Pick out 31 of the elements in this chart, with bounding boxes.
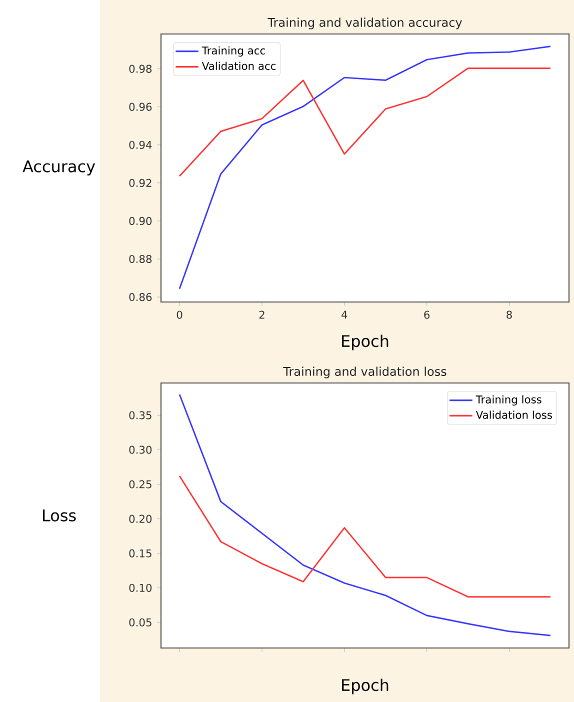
y-tick-label: 0.88 xyxy=(129,254,152,264)
line-series xyxy=(178,46,552,290)
y-axis-title: Loss xyxy=(43,510,76,522)
y-tick-label: 0.10 xyxy=(129,584,152,592)
y-tick-label: 0.25 xyxy=(129,480,152,488)
chart-title: Training and validation loss xyxy=(283,366,446,378)
x-tick-label: 8 xyxy=(506,310,512,319)
x-axis-title: Epoch xyxy=(342,678,388,694)
y-tick-label: 0.92 xyxy=(129,178,152,187)
legend-label: Validation acc xyxy=(202,62,276,70)
y-tick-label: 0.05 xyxy=(129,618,152,626)
legend-label: Training loss xyxy=(476,395,542,406)
y-tick-label: 0.30 xyxy=(129,446,152,454)
y-tick-label: 0.15 xyxy=(129,549,152,558)
y-tick-label: 0.86 xyxy=(129,293,152,302)
y-tick-label: 0.98 xyxy=(129,64,152,73)
chart-title: Training and validation accuracy xyxy=(268,18,462,30)
x-axis-title: Epoch xyxy=(342,334,388,350)
x-tick-label: 6 xyxy=(424,310,430,319)
y-tick-label: 0.35 xyxy=(129,411,152,420)
y-tick-label: 0.96 xyxy=(129,102,152,111)
y-axis-title: Accuracy xyxy=(22,160,96,176)
y-tick-label: 0.94 xyxy=(129,140,152,149)
legend-label: Training acc xyxy=(202,46,265,57)
x-tick-label: 2 xyxy=(259,310,264,319)
y-tick-label: 0.90 xyxy=(129,216,152,226)
x-tick-label: 4 xyxy=(342,310,348,318)
y-tick-label: 0.20 xyxy=(129,514,152,523)
x-tick-label: 0 xyxy=(176,310,182,319)
legend-label: Validation loss xyxy=(476,410,552,419)
line-series xyxy=(178,394,552,636)
